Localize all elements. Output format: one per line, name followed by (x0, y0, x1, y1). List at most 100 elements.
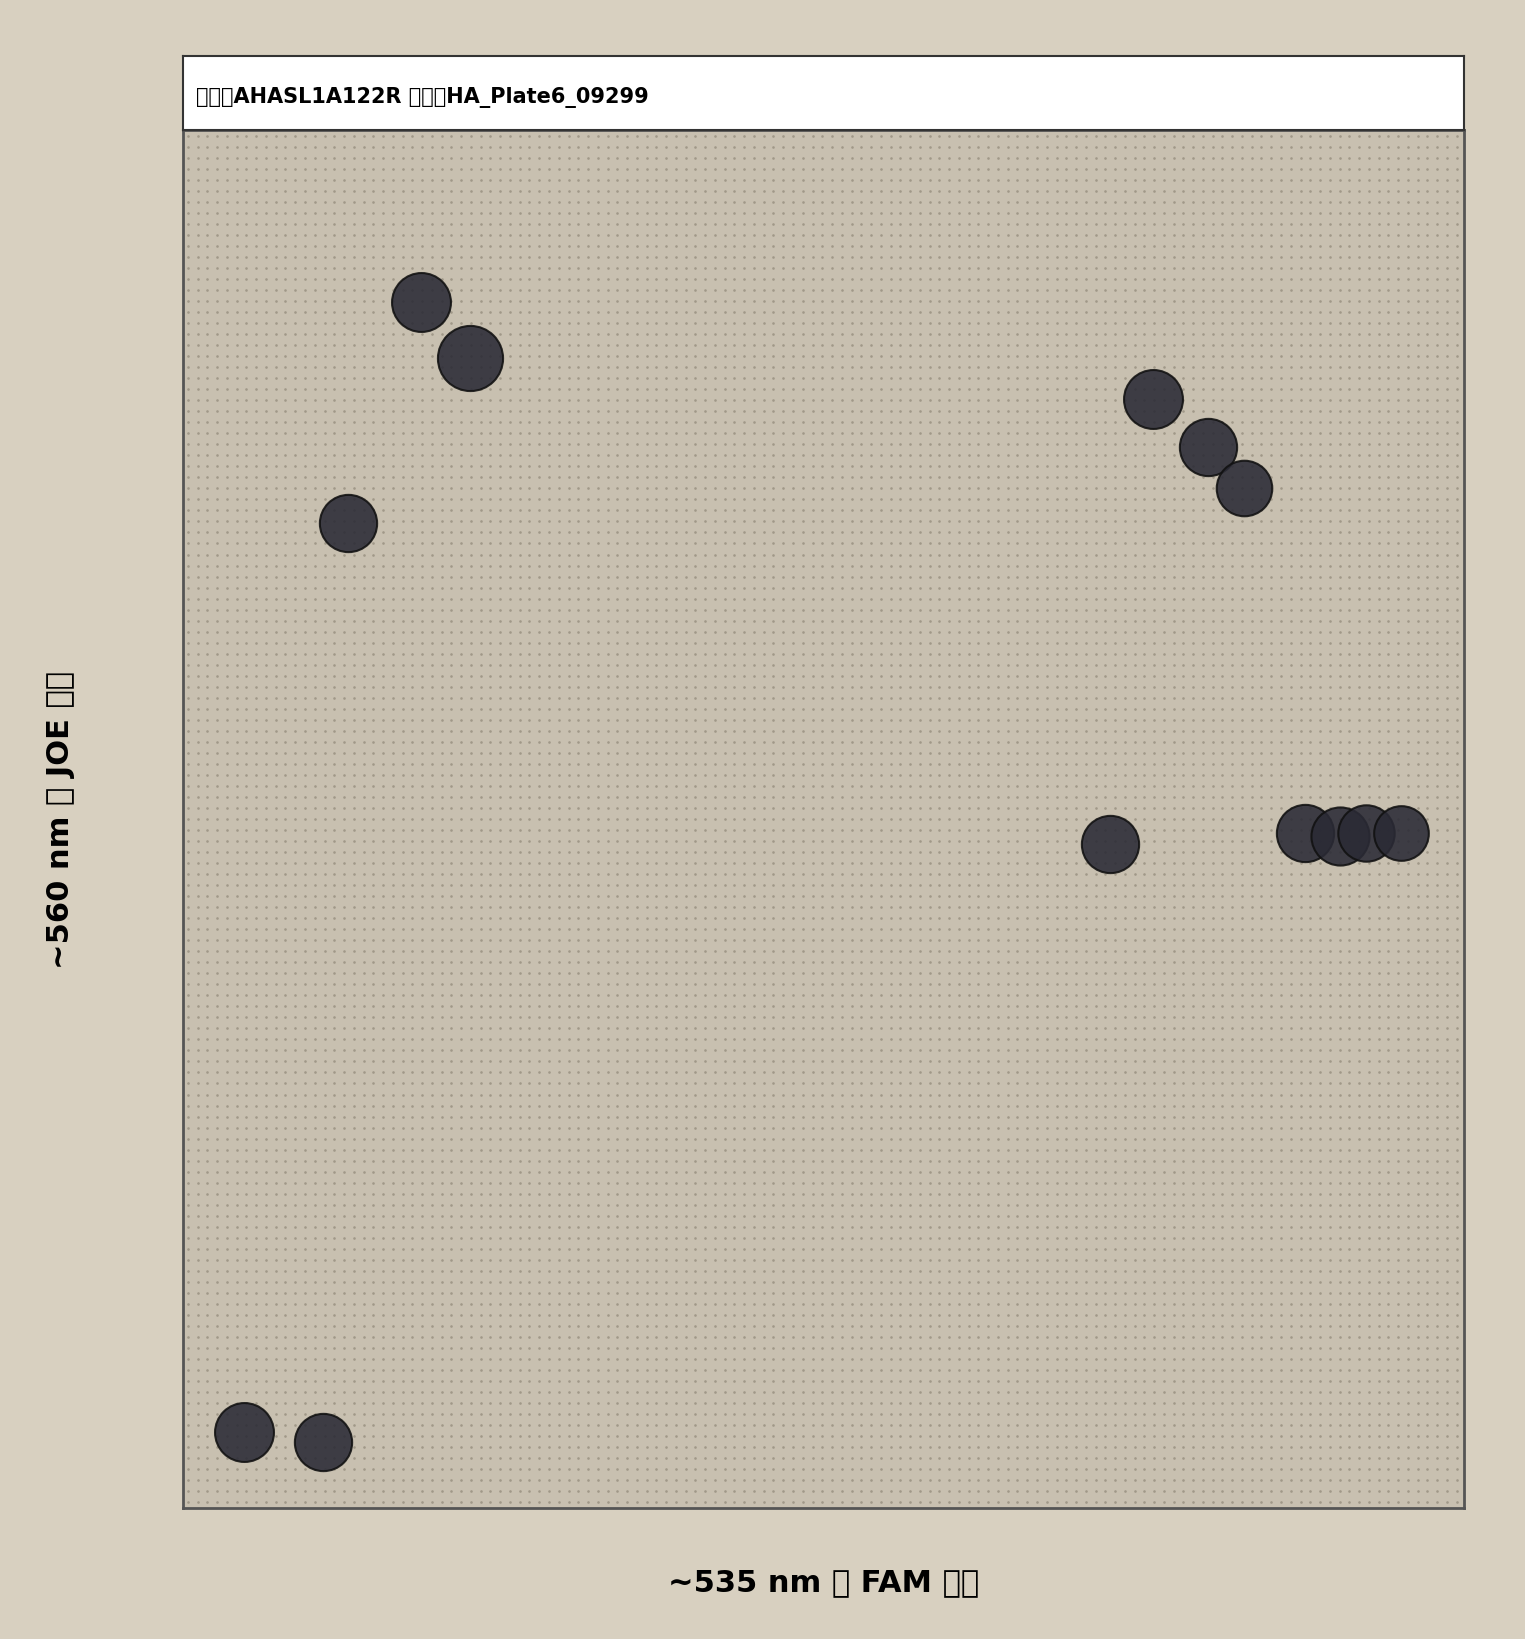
Point (663, 1037, 688, 1064)
Point (1171, 993, 1196, 1019)
Point (956, 774, 981, 800)
Point (1318, 1214, 1342, 1241)
Point (878, 774, 903, 800)
Point (907, 333, 932, 359)
Point (605, 321, 630, 347)
Point (1171, 311, 1196, 338)
Point (976, 674, 1000, 700)
Point (546, 1147, 570, 1174)
Point (1220, 1413, 1244, 1439)
Point (351, 629, 375, 656)
Point (830, 1280, 854, 1306)
Point (703, 762, 727, 788)
Point (459, 1269, 483, 1295)
Point (342, 762, 366, 788)
Point (752, 828, 776, 854)
Point (732, 1192, 756, 1218)
Point (644, 354, 668, 380)
Point (1151, 1126, 1176, 1152)
Point (644, 1259, 668, 1285)
Point (654, 1336, 679, 1362)
Point (1171, 1203, 1196, 1229)
Point (1406, 1478, 1430, 1505)
Point (302, 1049, 326, 1075)
Point (752, 1292, 776, 1318)
Point (1122, 167, 1147, 193)
Point (419, 806, 444, 833)
Point (448, 311, 473, 338)
Point (898, 862, 923, 888)
Point (839, 344, 863, 370)
Point (1424, 1016, 1449, 1042)
Point (430, 465, 454, 492)
Point (1025, 1313, 1049, 1339)
Point (1308, 1269, 1333, 1295)
Point (322, 146, 346, 172)
Point (898, 443, 923, 469)
Point (215, 398, 239, 425)
Point (175, 1103, 200, 1129)
Point (546, 762, 570, 788)
Point (790, 1346, 814, 1372)
Point (430, 288, 454, 315)
Point (273, 1070, 297, 1096)
Point (1113, 1026, 1138, 1052)
Point (1347, 543, 1371, 569)
Point (1308, 1434, 1333, 1460)
Point (224, 806, 249, 833)
Point (849, 916, 874, 942)
Point (253, 1103, 278, 1129)
Point (1054, 1336, 1078, 1362)
Point (273, 1313, 297, 1339)
Point (313, 674, 337, 700)
Point (400, 354, 424, 380)
Point (1211, 608, 1235, 634)
Point (1278, 1126, 1302, 1152)
Point (1269, 1037, 1293, 1064)
Point (801, 167, 825, 193)
Point (741, 795, 766, 821)
Point (625, 410, 650, 436)
Point (1054, 993, 1078, 1019)
Point (468, 983, 493, 1010)
Point (674, 708, 698, 734)
Point (801, 972, 825, 998)
Point (381, 321, 406, 347)
Point (1269, 365, 1293, 392)
Point (898, 1378, 923, 1405)
Point (878, 741, 903, 767)
Point (1347, 244, 1371, 270)
Point (615, 828, 639, 854)
Point (1289, 179, 1313, 205)
Point (703, 487, 727, 513)
Point (634, 620, 659, 646)
Point (1093, 321, 1118, 347)
Point (810, 1236, 834, 1262)
Point (468, 498, 493, 524)
Point (410, 762, 435, 788)
Point (439, 939, 464, 965)
Point (1269, 608, 1293, 634)
Point (244, 597, 268, 623)
Point (712, 818, 737, 844)
Point (576, 664, 601, 690)
Point (459, 708, 483, 734)
Point (1025, 1247, 1049, 1274)
Point (186, 895, 210, 921)
Point (996, 1467, 1020, 1493)
Point (448, 1446, 473, 1472)
Point (1132, 762, 1156, 788)
Point (976, 520, 1000, 546)
Point (528, 597, 552, 623)
Point (839, 652, 863, 679)
Point (1200, 1324, 1225, 1351)
Point (322, 774, 346, 800)
Point (400, 244, 424, 270)
Point (557, 465, 581, 492)
Point (663, 146, 688, 172)
Point (313, 1413, 337, 1439)
Point (1240, 983, 1264, 1010)
Point (244, 1280, 268, 1306)
Point (313, 1301, 337, 1328)
Point (204, 1259, 229, 1285)
